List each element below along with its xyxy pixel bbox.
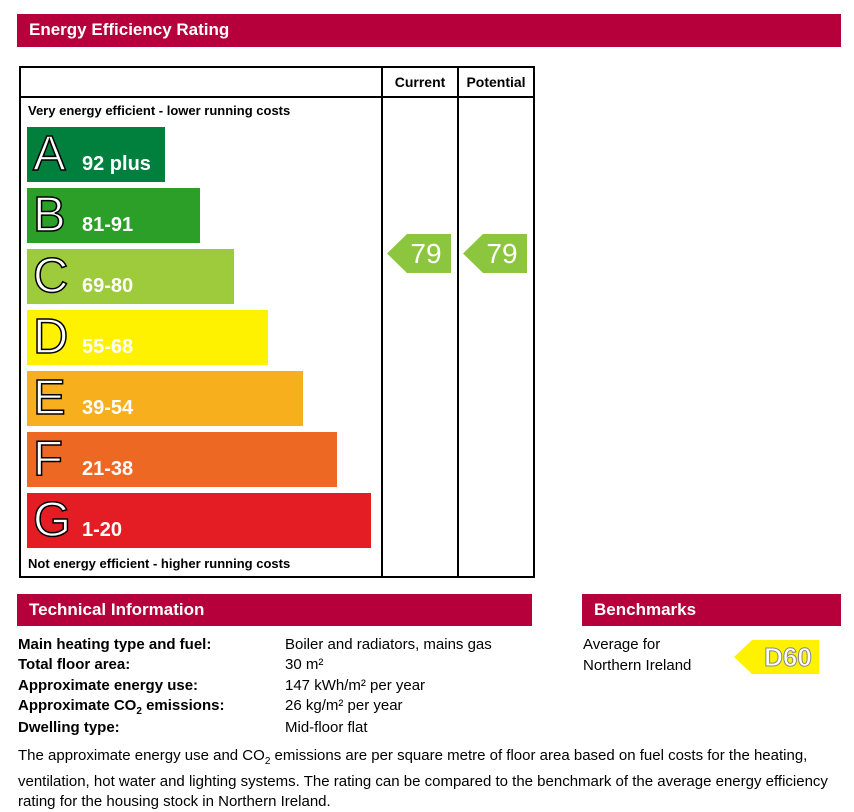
band-letter: E — [32, 370, 66, 426]
band-b: B 81-91 — [27, 187, 200, 243]
current-rating-arrow: 79 — [387, 234, 451, 273]
current-rating-value: 79 — [410, 238, 442, 269]
band-range: 1-20 — [82, 519, 123, 541]
co2-label-text: Approximate CO — [18, 697, 137, 714]
tech-row-floor-area: Total floor area: 30 m² — [18, 655, 323, 675]
floor-area-label: Total floor area: — [18, 656, 131, 673]
energy-efficiency-rating-title: Energy Efficiency Rating — [17, 14, 841, 47]
band-range: 21-38 — [82, 458, 134, 480]
band-d: D 55-68 — [27, 309, 268, 365]
band-g: G 1-20 — [27, 492, 371, 548]
tech-row-dwelling: Dwelling type: Mid-floor flat — [18, 718, 368, 738]
dwelling-value: Mid-floor flat — [285, 719, 368, 736]
current-arrow-shape — [387, 234, 451, 273]
benchmark-rating-value: D60 — [764, 642, 813, 673]
benchmark-arrow-shape — [734, 640, 819, 674]
band-a: A 92 plus — [27, 126, 165, 182]
potential-column-header: Potential — [466, 74, 526, 90]
potential-rating-arrow: 79 — [463, 234, 527, 273]
co2-label-suffix: emissions: — [141, 697, 225, 714]
band-range: 81-91 — [82, 214, 134, 236]
potential-arrow-shape — [463, 234, 527, 273]
energy-use-value: 147 kWh/m² per year — [285, 677, 426, 694]
footnote-text-rest: emissions are per square metre of floor … — [18, 747, 828, 810]
band-f: F 21-38 — [27, 431, 337, 487]
band-range: 39-54 — [82, 397, 134, 419]
dwelling-label: Dwelling type: — [18, 719, 120, 736]
technical-information-title: Technical Information — [17, 594, 532, 626]
column-divider-current — [381, 68, 383, 576]
band-letter: F — [32, 431, 63, 487]
band-letter: B — [32, 187, 66, 243]
band-e: E 39-54 — [27, 370, 303, 426]
top-efficiency-note: Very energy efficient - lower running co… — [28, 103, 291, 118]
tech-row-co2: Approximate CO2 emissions: 26 kg/m² per y… — [18, 696, 403, 717]
band-letter: G — [32, 492, 72, 548]
benchmark-line2: Northern Ireland — [583, 657, 692, 674]
current-column-header: Current — [394, 74, 446, 90]
co2-value: 26 kg/m² per year — [285, 697, 403, 714]
potential-rating-value: 79 — [486, 238, 518, 269]
co2-subscript: 2 — [136, 706, 142, 717]
tech-row-energy-use: Approximate energy use: 147 kWh/m² per ye… — [18, 676, 425, 696]
benchmarks-title: Benchmarks — [582, 594, 841, 626]
footnote-text: The approximate energy use and CO — [18, 747, 265, 764]
heating-value: Boiler and radiators, mains gas — [285, 636, 492, 653]
band-c: C 69-80 — [27, 248, 234, 304]
band-letter: A — [32, 126, 66, 182]
header-divider — [21, 96, 533, 98]
benchmark-rating-arrow: D60 — [734, 640, 819, 674]
bottom-efficiency-note: Not energy efficient - higher running co… — [28, 556, 291, 571]
band-range: 92 plus — [82, 153, 151, 175]
footnote: The approximate energy use and CO2 emiss… — [18, 746, 838, 812]
band-letter: D — [32, 309, 69, 365]
band-range: 69-80 — [82, 275, 134, 297]
floor-area-value: 30 m² — [285, 656, 324, 673]
energy-rating-table: Current Potential Very energy efficient … — [19, 66, 535, 578]
band-range: 55-68 — [82, 336, 134, 358]
band-letter: C — [32, 248, 69, 304]
footnote-subscript: 2 — [264, 756, 271, 767]
column-divider-potential — [457, 68, 459, 576]
benchmark-line1: Average for — [583, 636, 661, 653]
heating-label: Main heating type and fuel: — [18, 636, 212, 653]
energy-use-label: Approximate energy use: — [18, 677, 199, 694]
co2-label: Approximate CO2 emissions: — [18, 696, 285, 722]
tech-row-heating: Main heating type and fuel: Boiler and ra… — [18, 635, 492, 655]
